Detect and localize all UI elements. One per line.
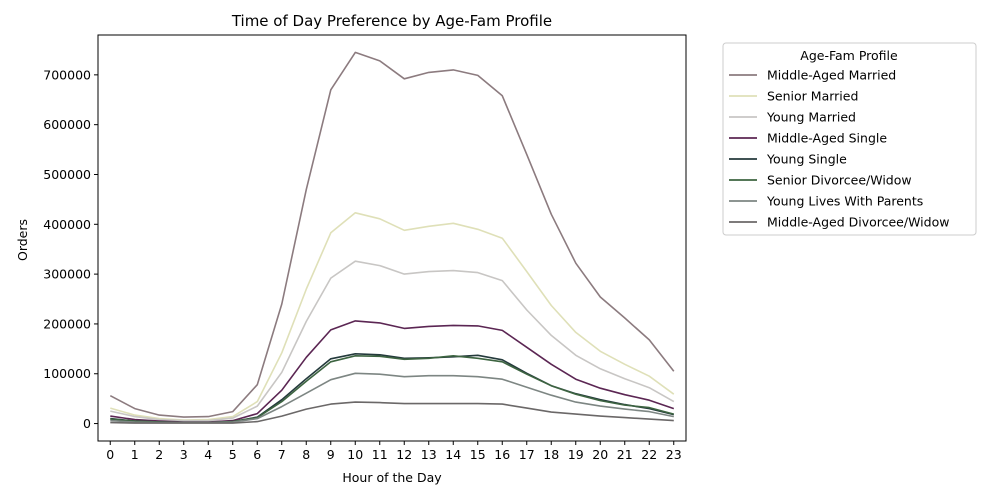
x-tick-label: 23 (666, 447, 682, 462)
series-line-7 (110, 401, 674, 424)
x-tick-label: 22 (641, 447, 657, 462)
y-tick-label: 600000 (43, 117, 91, 132)
legend-entry: Young Lives With Parents (766, 194, 923, 209)
x-tick-label: 18 (543, 447, 559, 462)
x-tick-label: 6 (253, 447, 261, 462)
x-tick-label: 8 (302, 447, 310, 462)
x-tick-label: 13 (421, 447, 437, 462)
legend-entry: Middle-Aged Married (767, 68, 896, 83)
x-tick-label: 19 (568, 447, 584, 462)
legend-entry: Senior Divorcee/Widow (767, 173, 912, 188)
legend-entry: Senior Married (767, 89, 858, 104)
series-line-1 (110, 212, 675, 421)
legend-frame (722, 42, 977, 236)
legend: Age-Fam Profile Middle-Aged Married Senio… (722, 42, 977, 236)
x-tick-label: 10 (347, 447, 363, 462)
x-tick-label: 3 (180, 447, 188, 462)
series-line-0 (109, 51, 675, 418)
y-tick-label: 400000 (43, 217, 91, 232)
series-line-5 (110, 354, 675, 424)
x-tick-label: 11 (372, 447, 388, 462)
x-tick-label: 15 (470, 447, 486, 462)
y-tick-label: 100000 (43, 366, 91, 381)
y-tick-label: 300000 (43, 267, 91, 282)
legend-title: Age-Fam Profile (800, 48, 898, 63)
x-tick-label: 16 (494, 447, 510, 462)
legend-entry: Middle-Aged Single (767, 131, 887, 146)
x-tick-label: 1 (131, 447, 139, 462)
x-tick-label: 5 (229, 447, 237, 462)
x-tick-label: 4 (204, 447, 212, 462)
x-tick-label: 21 (617, 447, 633, 462)
x-tick-label: 14 (445, 447, 461, 462)
legend-entry: Young Single (766, 152, 847, 167)
series-line-4 (110, 352, 674, 424)
x-axis-label: Hour of the Day (342, 470, 442, 485)
legend-entry: Young Married (766, 110, 856, 125)
legend-entry: Middle-Aged Divorcee/Widow (767, 215, 949, 230)
x-tick-label: 2 (155, 447, 163, 462)
y-axis-label: Orders (15, 219, 30, 261)
y-tick-label: 200000 (43, 316, 91, 331)
plot-frame (97, 34, 687, 442)
x-tick-label: 9 (327, 447, 335, 462)
series-line-3 (110, 320, 675, 423)
x-tick-label: 0 (106, 447, 114, 462)
y-tick-label: 500000 (43, 167, 91, 182)
x-tick-label: 7 (278, 447, 286, 462)
series-line-2 (110, 260, 675, 422)
y-tick-label: 0 (83, 416, 91, 431)
plot-area: 0 1 2 3 4 5 6 7 8 9 10 11 12 13 14 15 16 17 18 19 20 21 22 2301… (43, 34, 687, 462)
y-tick-label: 700000 (43, 67, 91, 82)
chart-title: Time of Day Preference by Age-Fam Profil… (231, 12, 552, 30)
x-tick-label: 20 (592, 447, 608, 462)
x-tick-label: 12 (396, 447, 412, 462)
x-tick-label: 17 (519, 447, 535, 462)
